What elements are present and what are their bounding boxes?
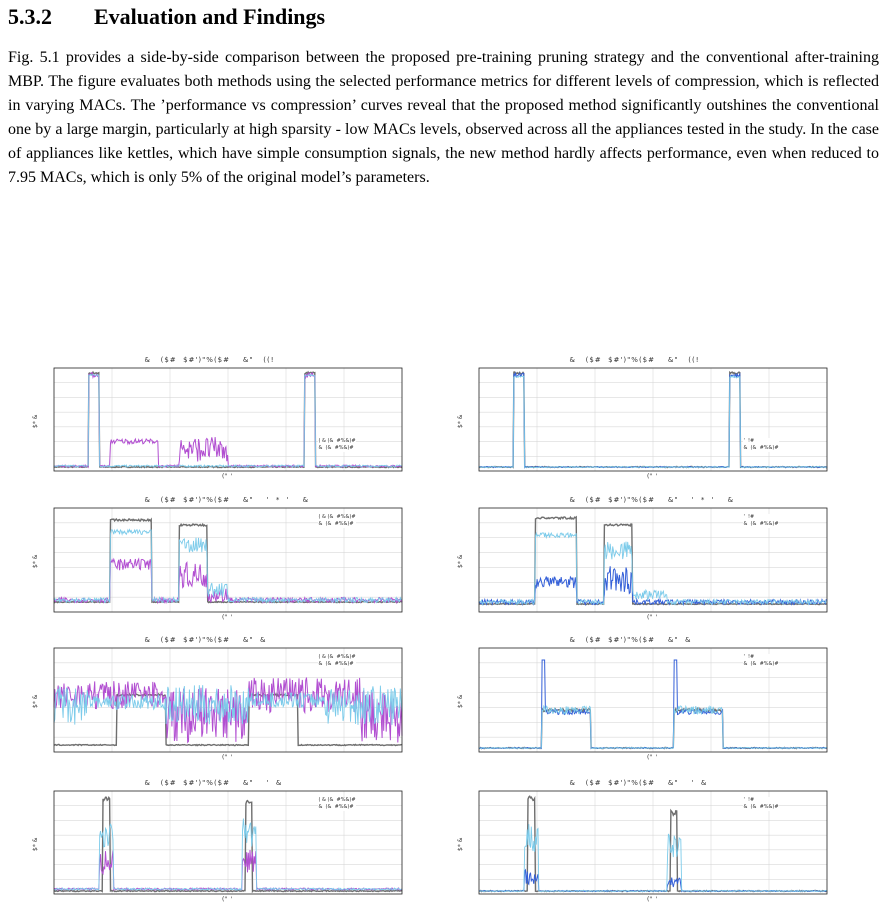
x-axis-label: (" ' bbox=[647, 896, 658, 903]
figure-panel-7: & ($# $#')"%($# &" ' & $* & (" ' ( & (& #%&… bbox=[32, 779, 403, 903]
legend-entry: & (& #%&)# bbox=[318, 661, 354, 667]
legend-entry: ' !# bbox=[743, 654, 755, 660]
panel-plot-2 bbox=[478, 367, 828, 472]
panel-legend: ( & (& #%&)# & (& #%&)# bbox=[318, 514, 356, 528]
figure-panel-3: & ($# $#')"%($# &" ' * ' & $* & (" ' ( & (&… bbox=[32, 496, 403, 621]
panel-plot-4 bbox=[478, 507, 828, 613]
figure-panel-5: & ($# $#')"%($# &" & $* & (" ' ( & (& #%&)#… bbox=[32, 636, 403, 761]
legend-entry: & (& #%&)# bbox=[743, 661, 779, 667]
prediction-line bbox=[53, 677, 403, 744]
panel-legend: ' !# & (& #%&)# bbox=[743, 654, 779, 668]
y-axis-label: $* & bbox=[32, 694, 39, 708]
baseline-line bbox=[478, 531, 828, 607]
plot-frame bbox=[478, 647, 828, 753]
legend-entry: ( & (& #%&)# bbox=[318, 797, 356, 803]
baseline-line bbox=[53, 373, 403, 469]
panel-title: & ($# $#')"%($# &" & bbox=[144, 636, 267, 644]
figure-panel-4: & ($# $#')"%($# &" ' * ' & $* & (" ' ' !# & … bbox=[457, 496, 828, 621]
y-axis-label: $* & bbox=[457, 554, 464, 568]
legend-entry: ' !# bbox=[743, 797, 755, 803]
ground-truth-line bbox=[53, 692, 403, 747]
legend-entry: & (& #%&)# bbox=[318, 804, 354, 810]
legend-entry: ( & (& #%&)# bbox=[318, 514, 356, 520]
x-axis-label: (" ' bbox=[222, 614, 233, 621]
plot-frame bbox=[53, 367, 403, 472]
figure-panel-6: & ($# $#')"%($# &" & $* & (" ' ' !# & (& #%&… bbox=[457, 636, 828, 761]
baseline-line bbox=[478, 375, 828, 469]
legend-entry: ( & (& #%&)# bbox=[318, 654, 356, 660]
x-axis-label: (" ' bbox=[647, 754, 658, 761]
ground-truth-line bbox=[53, 796, 403, 894]
prediction-line bbox=[478, 566, 828, 607]
panel-plot-1 bbox=[53, 367, 403, 472]
panel-plot-7 bbox=[53, 790, 403, 895]
legend-entry: ' !# bbox=[743, 514, 755, 520]
plot-frame bbox=[53, 507, 403, 613]
section-number: 5.3.2 bbox=[8, 4, 52, 29]
panel-legend: ' !# & (& #%&)# bbox=[743, 514, 779, 528]
baseline-line bbox=[53, 818, 402, 891]
panel-title: & ($# $#')"%($# &" ' * ' & bbox=[569, 496, 735, 504]
legend-entry: ' !# bbox=[743, 438, 755, 445]
plot-frame bbox=[478, 507, 828, 613]
y-axis-label: $* & bbox=[32, 554, 39, 568]
panel-plot-8 bbox=[478, 790, 828, 895]
y-axis-label: $* & bbox=[457, 414, 464, 428]
figure-panel-1: & ($# $#')"%($# &" ((! $* & (" ' ( & (& #%&… bbox=[32, 356, 403, 480]
panel-legend: ( & (& #%&)# & (& #%&)# bbox=[318, 654, 356, 668]
section-heading: 5.3.2 Evaluation and Findings bbox=[8, 4, 325, 30]
legend-entry: ( & (& #%&)# bbox=[318, 438, 356, 445]
figure-panel-8: & ($# $#')"%($# &" ' & $* & (" ' ' !# & (& #… bbox=[457, 779, 828, 903]
figure-panel-2: & ($# $#')"%($# &" ((! $* & (" ' ' !# & (& #… bbox=[457, 356, 828, 480]
y-axis-label: $* & bbox=[32, 837, 39, 851]
legend-entry: & (& #%&)# bbox=[743, 445, 779, 452]
panel-legend: ( & (& #%&)# & (& #%&)# bbox=[318, 438, 356, 453]
panel-legend: ' !# & (& #%&)# bbox=[743, 797, 779, 811]
section-title: Evaluation and Findings bbox=[94, 4, 326, 29]
plot-frame bbox=[478, 790, 828, 895]
plot-frame bbox=[53, 647, 403, 753]
x-axis-label: (" ' bbox=[222, 896, 233, 903]
panel-legend: ( & (& #%&)# & (& #%&)# bbox=[318, 797, 356, 811]
panel-title: & ($# $#')"%($# &" ((! bbox=[144, 356, 275, 364]
panel-title: & ($# $#')"%($# &" ' & bbox=[144, 779, 283, 787]
legend-entry: & (& #%&)# bbox=[743, 804, 779, 810]
legend-entry: & (& #%&)# bbox=[318, 521, 354, 527]
legend-entry: & (& #%&)# bbox=[318, 445, 354, 452]
baseline-line bbox=[53, 685, 403, 725]
body-paragraph: Fig. 5.1 provides a side-by-side compari… bbox=[8, 49, 879, 186]
panel-title: & ($# $#')"%($# &" & bbox=[569, 636, 692, 644]
x-axis-label: (" ' bbox=[647, 614, 658, 621]
baseline-line bbox=[478, 704, 828, 750]
plot-frame bbox=[478, 367, 828, 472]
plot-frame bbox=[53, 790, 403, 895]
x-axis-label: (" ' bbox=[222, 754, 233, 761]
panel-title: & ($# $#')"%($# &" ' & bbox=[569, 779, 708, 787]
y-axis-label: $* & bbox=[32, 414, 39, 428]
y-axis-label: $* & bbox=[457, 837, 464, 851]
x-axis-label: (" ' bbox=[647, 473, 658, 480]
panel-plot-3 bbox=[53, 507, 403, 613]
baseline-line bbox=[478, 824, 828, 893]
prediction-line bbox=[53, 371, 403, 469]
baseline-line bbox=[53, 528, 402, 605]
panel-title: & ($# $#')"%($# &" ' * ' & bbox=[144, 496, 310, 504]
panel-legend: ' !# & (& #%&)# bbox=[743, 438, 779, 453]
x-axis-label: (" ' bbox=[222, 473, 233, 480]
y-axis-label: $* & bbox=[457, 694, 464, 708]
legend-entry: & (& #%&)# bbox=[743, 521, 779, 527]
panel-title: & ($# $#')"%($# &" ((! bbox=[569, 356, 700, 364]
